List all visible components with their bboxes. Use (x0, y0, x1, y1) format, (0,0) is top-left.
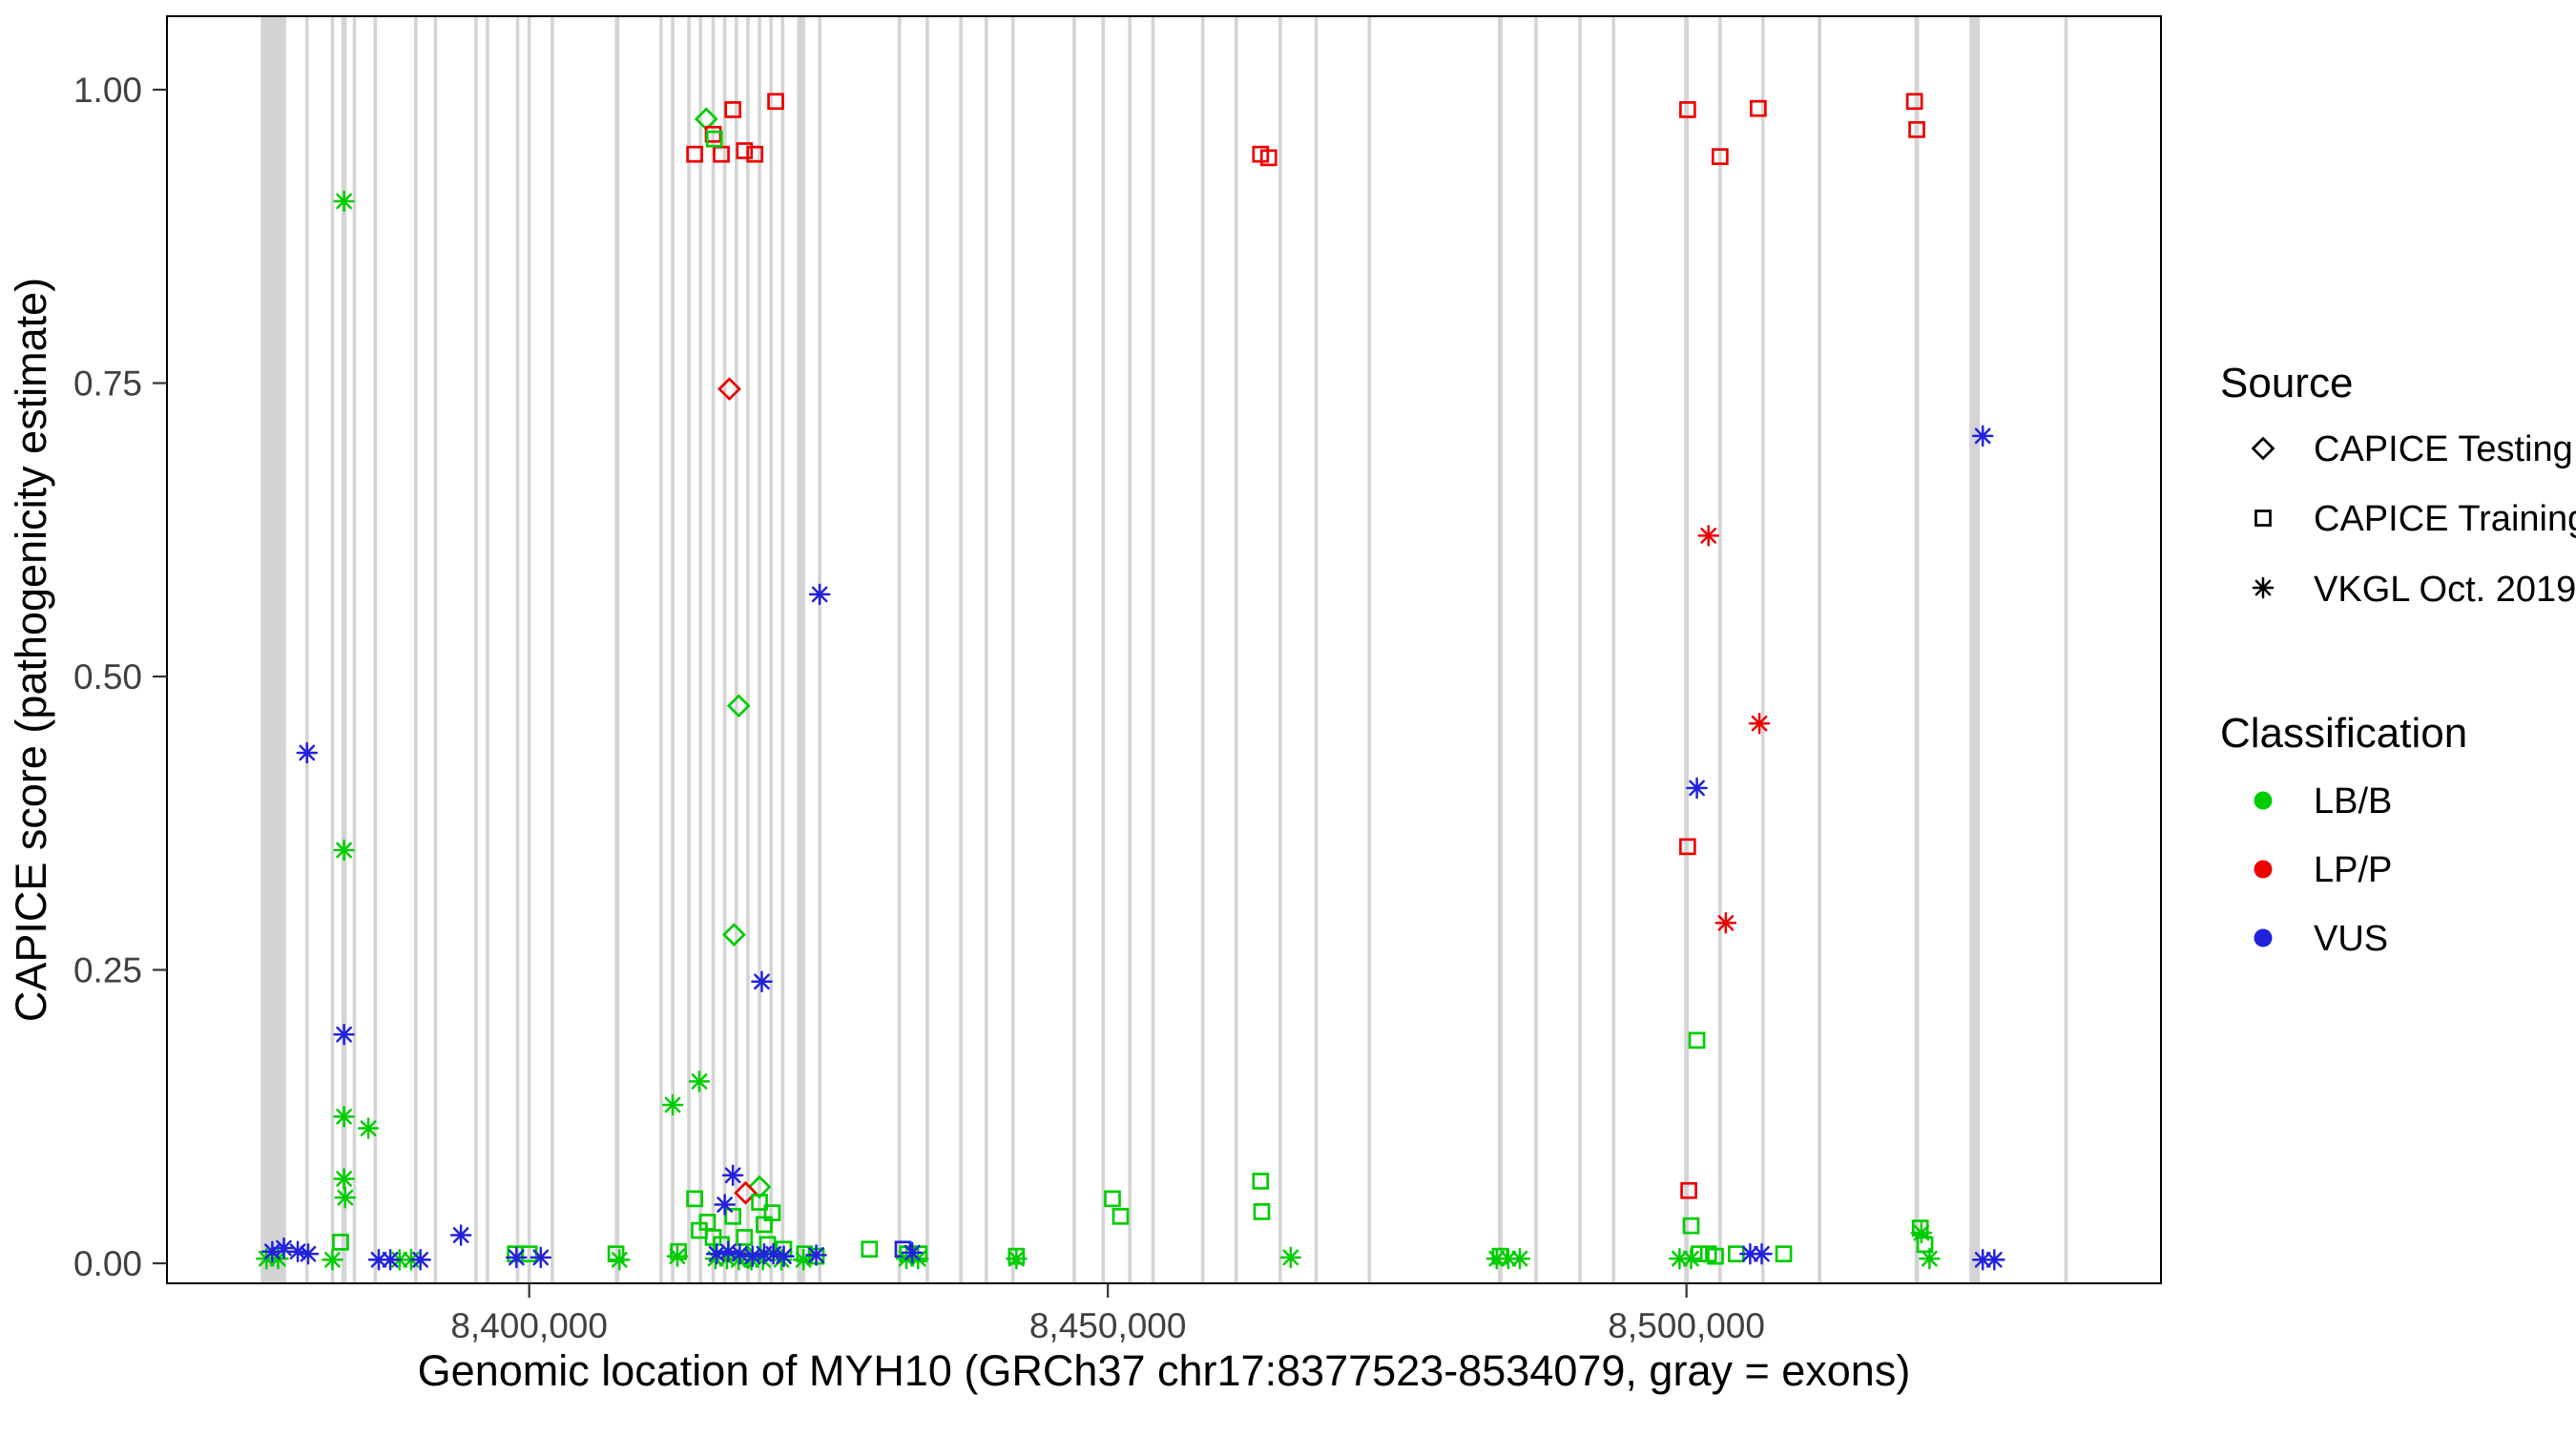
svg-text:0.25: 0.25 (73, 951, 142, 990)
y-axis-title: CAPICE score (pathogenicity estimate) (7, 278, 55, 1022)
data-points (256, 93, 2005, 1271)
legend-classification-title: Classification (2220, 710, 2467, 757)
legend-item-vkgl: VKGL Oct. 2019 (2314, 570, 2576, 610)
x-axis-title: Genomic location of MYH10 (GRCh37 chr17:… (418, 1346, 1911, 1395)
legend-source-title: Source (2220, 360, 2353, 406)
svg-text:8,400,000: 8,400,000 (450, 1306, 608, 1345)
svg-text:8,450,000: 8,450,000 (1029, 1306, 1187, 1345)
svg-text:0.75: 0.75 (73, 364, 142, 404)
legend-item-vus: VUS (2314, 919, 2388, 959)
axis-tick-labels: 8,400,000 8,450,000 8,500,000 0.00 0.25 0.50 0… (73, 71, 1765, 1345)
svg-text:8,500,000: 8,500,000 (1608, 1306, 1765, 1345)
legend-item-lpp: LP/P (2314, 850, 2392, 890)
plot-panel-border (166, 15, 2162, 1284)
svg-text:1.00: 1.00 (73, 71, 142, 110)
svg-text:0.50: 0.50 (73, 657, 142, 697)
axis-ticks (153, 88, 1688, 1298)
legend-marker-icons (2251, 436, 2275, 947)
legend-item-capice-testing: CAPICE Testing (2314, 429, 2573, 469)
legend-item-lbb: LB/B (2314, 781, 2392, 822)
legend-item-capice-training: CAPICE Training (2314, 499, 2576, 539)
exon-bars (260, 16, 2068, 1283)
legend: Source CAPICE Testing CAPICE Training VK… (2220, 360, 2576, 959)
svg-text:0.00: 0.00 (73, 1244, 142, 1283)
